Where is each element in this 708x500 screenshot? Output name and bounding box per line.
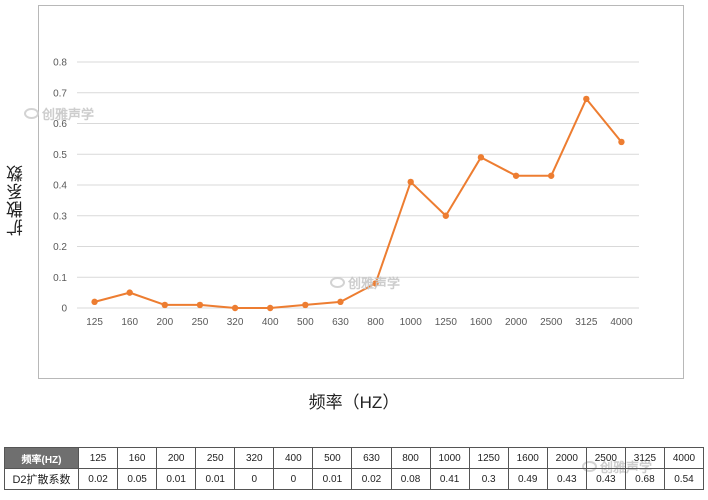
x-tick-label: 800 xyxy=(367,317,384,328)
table-cell-coefficient: 0.54 xyxy=(663,468,705,490)
table-cell-coefficient: 0.41 xyxy=(429,468,470,490)
x-tick-label: 1250 xyxy=(435,317,458,328)
watermark-text: 创雅声学 xyxy=(348,276,401,291)
x-tick-label: 4000 xyxy=(610,317,633,328)
data-point xyxy=(547,172,555,179)
data-point xyxy=(231,304,239,312)
table-cell-frequency: 500 xyxy=(312,447,353,469)
table-cell-frequency: 320 xyxy=(234,447,275,469)
y-tick-label: 0.7 xyxy=(53,88,67,99)
table-cell-coefficient: 0.05 xyxy=(117,468,158,490)
table-cell-frequency: 3125 xyxy=(624,447,665,469)
table-cell-frequency: 1600 xyxy=(507,447,548,469)
x-tick-label: 320 xyxy=(227,317,244,328)
table-row-frequency: 频率(HZ) 125 160 200 250 320 400 500 630 800 1000 12… xyxy=(4,447,705,469)
x-tick-label: 1000 xyxy=(400,317,423,328)
x-tick-label: 160 xyxy=(121,317,138,328)
table-cell-coefficient: 0.43 xyxy=(546,468,587,490)
table-cell-coefficient: 0 xyxy=(273,468,314,490)
x-tick-label: 1600 xyxy=(470,317,493,328)
x-tick-label: 125 xyxy=(86,317,103,328)
data-point xyxy=(161,301,169,309)
watermark-logo-icon xyxy=(330,277,345,288)
data-point xyxy=(91,298,98,306)
y-tick-label: 0.5 xyxy=(53,150,67,161)
table-cell-coefficient: 0.01 xyxy=(195,468,236,490)
table-cell-frequency: 250 xyxy=(195,447,236,469)
data-point xyxy=(477,154,485,161)
data-point xyxy=(302,301,309,309)
x-tick-label: 2500 xyxy=(540,317,563,328)
watermark: 创雅声学 xyxy=(330,273,400,292)
x-tick-label: 3125 xyxy=(575,317,598,328)
watermark-text: 创雅声学 xyxy=(42,107,95,122)
x-tick-label: 500 xyxy=(297,317,314,328)
x-tick-label: 400 xyxy=(262,317,279,328)
watermark-logo-icon xyxy=(24,108,39,119)
y-tick-label: 0.8 xyxy=(53,58,67,69)
data-point xyxy=(407,178,414,186)
table-cell-frequency: 125 xyxy=(77,447,119,469)
chart-frame: 0 0.1 0.2 0.3 0.4 0.5 0.6 0.7 0.8 125 160 200 250 320… xyxy=(38,5,684,379)
table-cell-coefficient: 0.01 xyxy=(156,468,197,490)
data-point xyxy=(126,289,133,296)
data-point xyxy=(618,138,625,146)
line-chart: 0 0.1 0.2 0.3 0.4 0.5 0.6 0.7 0.8 125 160 200 250 320… xyxy=(53,58,639,328)
y-tick-label: 0.1 xyxy=(53,273,67,284)
table-row-coefficient: D2扩散系数 0.02 0.05 0.01 0.01 0 0 0.01 0.02 0.08 0.4… xyxy=(4,468,705,490)
table-cell-coefficient: 0.68 xyxy=(624,468,665,490)
x-tick-label: 2000 xyxy=(505,317,528,328)
data-point xyxy=(442,212,450,219)
x-tick-label: 250 xyxy=(192,317,209,328)
table-cell-coefficient: 0.08 xyxy=(390,468,431,490)
table-row-label: 频率(HZ) xyxy=(4,447,79,469)
table-cell-coefficient: 0.43 xyxy=(585,468,626,490)
x-tick-label: 200 xyxy=(156,317,173,328)
y-tick-label: 0.6 xyxy=(53,119,67,130)
table-cell-frequency: 2000 xyxy=(546,447,587,469)
table-cell-frequency: 1000 xyxy=(429,447,470,469)
table-cell-frequency: 200 xyxy=(156,447,197,469)
series-line xyxy=(94,97,623,309)
y-tick-label: 0 xyxy=(61,304,67,315)
data-point xyxy=(266,304,274,312)
data-point xyxy=(583,95,590,103)
data-point xyxy=(372,280,379,287)
table-cell-frequency: 4000 xyxy=(663,447,705,469)
table-row-label: D2扩散系数 xyxy=(4,468,79,490)
x-axis-label: 频率（HZ） xyxy=(308,393,400,412)
table-cell-frequency: 630 xyxy=(351,447,392,469)
watermark: 创雅声学 xyxy=(24,104,94,123)
y-tick-label: 0.4 xyxy=(53,181,67,192)
table-cell-coefficient: 0.3 xyxy=(468,468,509,490)
table-cell-frequency: 800 xyxy=(390,447,431,469)
data-point xyxy=(337,298,344,306)
table-cell-frequency: 1250 xyxy=(468,447,509,469)
table-cell-coefficient: 0.01 xyxy=(312,468,353,490)
x-tick-label: 630 xyxy=(332,317,349,328)
table-cell-coefficient: 0.02 xyxy=(77,468,119,490)
table-cell-frequency: 2500 xyxy=(585,447,626,469)
data-point xyxy=(196,301,204,309)
y-tick-label: 0.3 xyxy=(53,211,67,222)
table-cell-coefficient: 0.49 xyxy=(507,468,548,490)
table-cell-frequency: 400 xyxy=(273,447,314,469)
data-point xyxy=(512,172,520,179)
y-tick-label: 0.2 xyxy=(53,242,67,253)
table-cell-coefficient: 0.02 xyxy=(351,468,392,490)
data-table: 频率(HZ) 125 160 200 250 320 400 500 630 800 1000 12… xyxy=(4,447,705,490)
table-cell-frequency: 160 xyxy=(117,447,158,469)
y-axis-label: 扩散系数 xyxy=(7,164,26,236)
table-cell-coefficient: 0 xyxy=(234,468,275,490)
